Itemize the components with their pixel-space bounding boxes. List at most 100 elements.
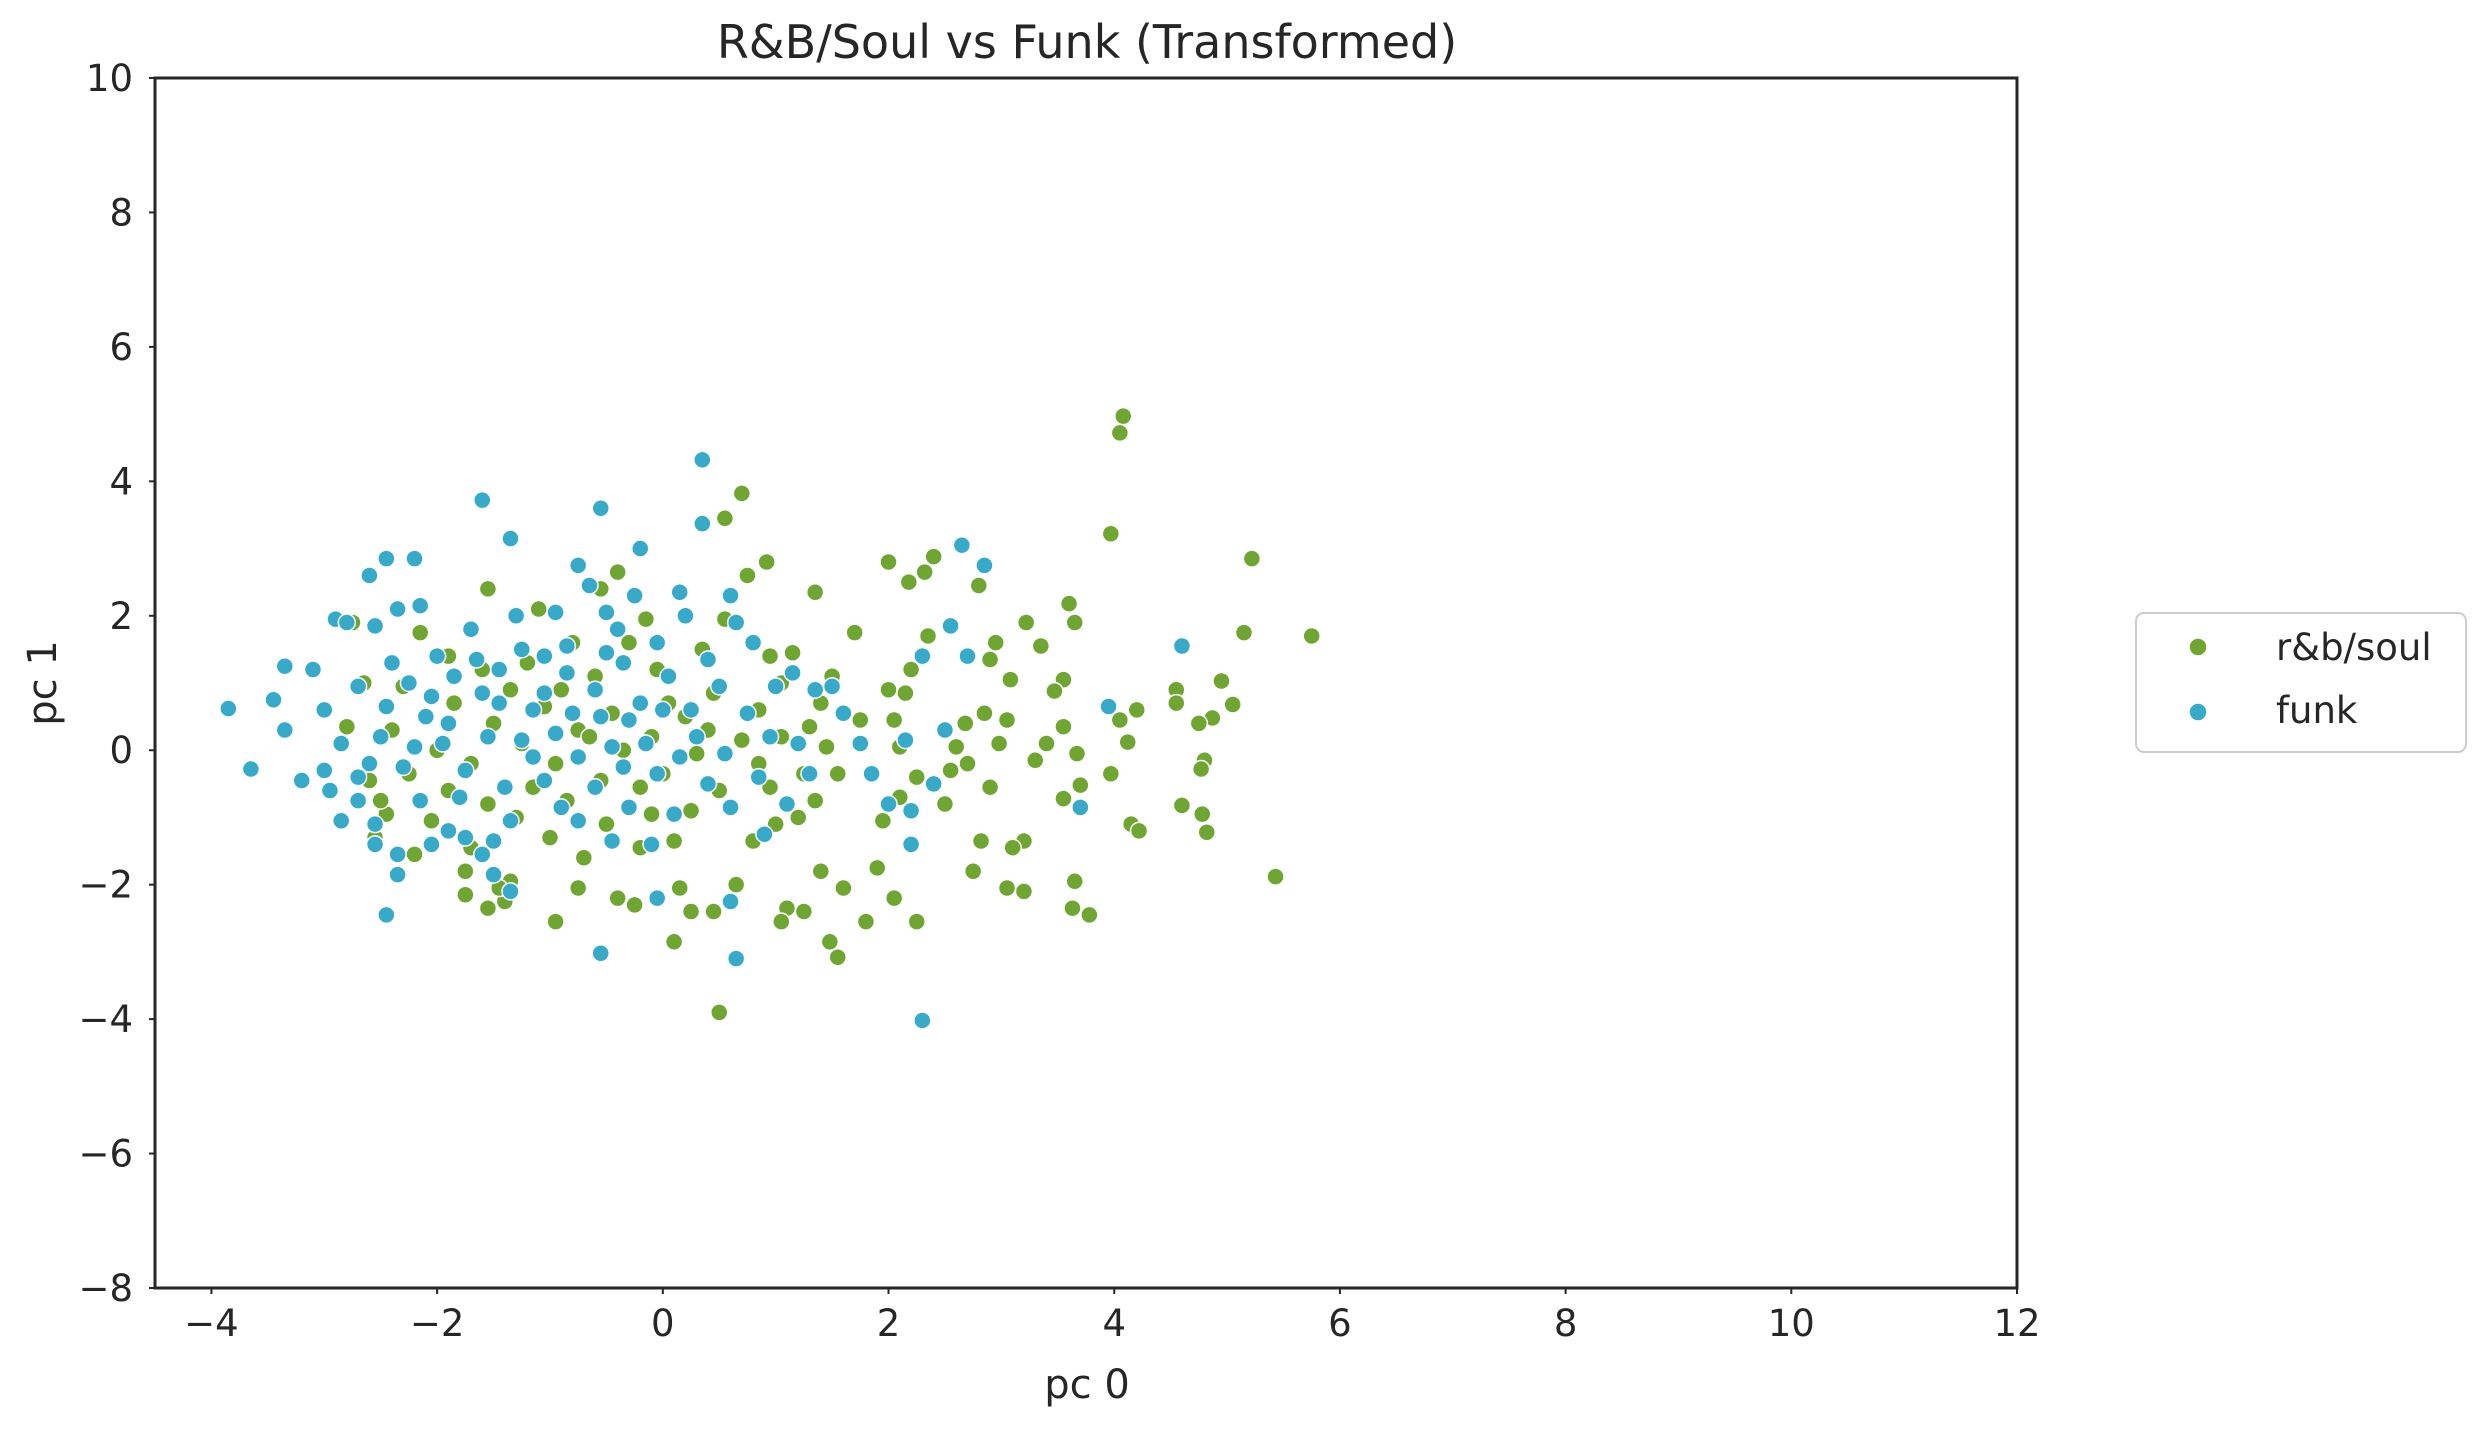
data-point-rnb-soul xyxy=(1101,524,1121,544)
data-point-rnb-soul xyxy=(1065,872,1084,891)
data-point-funk xyxy=(647,888,667,908)
data-point-rnb-soul xyxy=(788,808,808,827)
data-point-rnb-soul xyxy=(1014,882,1034,901)
data-point-funk xyxy=(687,727,706,747)
data-point-funk xyxy=(461,619,481,639)
data-point-funk xyxy=(399,673,419,693)
data-point-funk xyxy=(625,586,644,605)
data-point-funk xyxy=(1172,636,1192,656)
data-point-funk xyxy=(726,949,746,968)
data-point-rnb-soul xyxy=(1067,744,1087,763)
data-point-funk xyxy=(523,700,543,720)
data-point-funk xyxy=(416,707,436,726)
data-point-rnb-soul xyxy=(971,831,991,851)
data-point-rnb-soul xyxy=(1016,613,1036,632)
data-point-rnb-soul xyxy=(1113,406,1133,426)
data-point-funk xyxy=(800,764,819,783)
data-point-funk xyxy=(568,811,588,831)
data-point-funk xyxy=(388,599,407,619)
x-tick-label: 10 xyxy=(1768,1302,1815,1345)
data-point-funk xyxy=(1099,697,1118,716)
data-point-funk xyxy=(331,734,351,753)
data-point-funk xyxy=(315,761,334,780)
data-point-funk xyxy=(591,943,611,963)
data-point-funk xyxy=(568,747,588,767)
data-point-rnb-soul xyxy=(405,845,424,864)
data-point-funk xyxy=(698,650,718,669)
x-tick-label: 6 xyxy=(1328,1302,1352,1345)
data-point-rnb-soul xyxy=(834,878,853,898)
data-point-rnb-soul xyxy=(805,583,825,602)
data-point-funk xyxy=(473,490,492,510)
data-point-rnb-soul xyxy=(811,861,831,881)
data-point-rnb-soul xyxy=(642,804,661,824)
data-point-funk xyxy=(670,583,689,602)
data-point-rnb-soul xyxy=(732,730,752,750)
data-point-funk xyxy=(913,646,932,666)
data-point-rnb-soul xyxy=(444,693,464,713)
data-point-rnb-soul xyxy=(709,1003,729,1022)
legend-box xyxy=(2135,612,2467,753)
data-point-funk xyxy=(805,680,825,699)
data-point-rnb-soul xyxy=(963,861,983,881)
legend: r&b/soul funk xyxy=(2135,612,2467,753)
data-point-funk xyxy=(506,606,526,626)
data-point-funk xyxy=(348,791,368,810)
data-point-funk xyxy=(614,653,633,673)
data-point-funk xyxy=(749,767,768,787)
x-tick-label: 12 xyxy=(1993,1302,2040,1345)
y-axis-label: pc 1 xyxy=(20,640,66,726)
data-point-funk xyxy=(241,759,261,779)
data-point-rnb-soul xyxy=(918,626,938,646)
data-point-funk xyxy=(834,704,853,723)
data-point-funk xyxy=(546,724,565,743)
data-point-funk xyxy=(568,556,588,575)
data-point-rnb-soul xyxy=(828,948,847,967)
data-point-funk xyxy=(879,794,898,814)
y-tick-label: 2 xyxy=(109,595,133,638)
data-point-funk xyxy=(597,603,616,622)
data-point-rnb-soul xyxy=(800,717,819,736)
data-point-rnb-soul xyxy=(1223,695,1242,714)
data-point-funk xyxy=(478,727,498,747)
data-point-funk xyxy=(743,633,763,652)
data-point-funk xyxy=(535,683,554,703)
y-tick-label: 0 xyxy=(109,729,133,772)
data-point-rnb-soul xyxy=(681,801,701,820)
data-point-rnb-soul xyxy=(997,878,1017,898)
data-point-rnb-soul xyxy=(884,710,904,730)
data-point-funk xyxy=(275,656,295,676)
data-point-rnb-soul xyxy=(805,791,825,810)
data-point-rnb-soul xyxy=(625,895,644,915)
data-point-rnb-soul xyxy=(726,875,746,894)
data-point-funk xyxy=(405,549,424,568)
data-point-rnb-soul xyxy=(980,650,1000,669)
data-point-rnb-soul xyxy=(935,794,955,814)
data-point-funk xyxy=(388,865,407,884)
y-tick-label: −8 xyxy=(78,1267,133,1310)
data-point-rnb-soul xyxy=(410,623,430,642)
data-point-funk xyxy=(394,757,413,777)
data-point-rnb-soul xyxy=(478,579,498,599)
data-point-funk xyxy=(320,781,340,800)
data-point-funk xyxy=(557,636,577,656)
data-point-rnb-soul xyxy=(1025,751,1045,770)
data-point-funk xyxy=(726,613,746,632)
data-point-funk xyxy=(693,450,712,470)
y-tick-label: 10 xyxy=(86,57,133,100)
data-point-rnb-soul xyxy=(989,734,1009,753)
data-point-rnb-soul xyxy=(568,878,588,898)
data-point-funk xyxy=(444,667,464,686)
data-point-funk xyxy=(360,566,379,585)
data-point-funk xyxy=(337,613,357,632)
data-point-rnb-soul xyxy=(337,717,357,736)
data-point-rnb-soul xyxy=(478,794,498,814)
data-point-rnb-soul xyxy=(901,660,921,679)
data-point-rnb-soul xyxy=(732,484,752,503)
data-point-funk xyxy=(473,845,492,864)
data-point-funk xyxy=(580,576,599,595)
data-point-funk xyxy=(896,730,915,750)
data-point-funk xyxy=(422,835,441,854)
data-point-rnb-soul xyxy=(546,912,565,931)
data-point-rnb-soul xyxy=(540,828,560,847)
